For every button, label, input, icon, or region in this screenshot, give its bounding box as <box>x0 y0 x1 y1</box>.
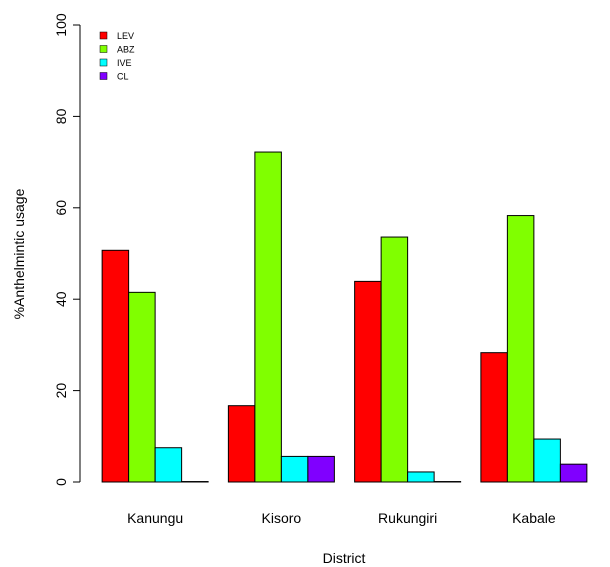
legend-label: IVE <box>117 58 132 68</box>
y-tick-label: 100 <box>53 13 69 37</box>
legend-swatch <box>99 58 108 67</box>
bar-abz-kabale <box>506 215 535 483</box>
legend-label: LEV <box>117 31 134 41</box>
bar-lev-kisoro <box>227 405 256 483</box>
legend-swatch <box>99 31 108 40</box>
bars <box>101 151 588 483</box>
y-tick-label: 0 <box>53 478 69 486</box>
legend-swatch <box>99 72 108 80</box>
bar-abz-rukungiri <box>380 236 409 483</box>
bar-ive-kisoro <box>280 455 309 483</box>
x-category-label: Rukungiri <box>378 510 437 526</box>
legend-label: CL <box>117 72 129 82</box>
bar-cl-kabale <box>559 463 588 483</box>
bar-cl-kisoro <box>307 455 335 483</box>
bar-lev-rukungiri <box>354 280 382 483</box>
y-axis-title: %Anthelmintic usage <box>11 188 27 319</box>
x-axis-labels: Kanungu Kisoro Rukungiri Kabale <box>127 510 556 526</box>
bar-ive-kanungu <box>154 447 183 483</box>
bar-lev-kabale <box>480 352 508 483</box>
y-axis: 0 20 40 60 80 100 <box>53 13 81 486</box>
bar-abz-kanungu <box>128 291 156 483</box>
bar-ive-rukungiri <box>407 471 435 483</box>
legend-label: ABZ <box>117 45 135 55</box>
bar-lev-kanungu <box>101 249 130 483</box>
bar-abz-kisoro <box>254 151 282 483</box>
x-axis-title: District <box>323 550 366 566</box>
bar-ive-kabale <box>533 438 561 483</box>
x-category-label: Kabale <box>512 510 556 526</box>
y-tick-label: 60 <box>53 200 69 216</box>
legend: LEV ABZ IVE CL <box>99 31 135 82</box>
y-tick-label: 80 <box>53 108 69 124</box>
y-tick-label: 40 <box>53 291 69 307</box>
x-category-label: Kisoro <box>262 510 302 526</box>
y-tick-label: 20 <box>53 383 69 399</box>
legend-swatch <box>99 45 108 53</box>
x-category-label: Kanungu <box>127 510 183 526</box>
